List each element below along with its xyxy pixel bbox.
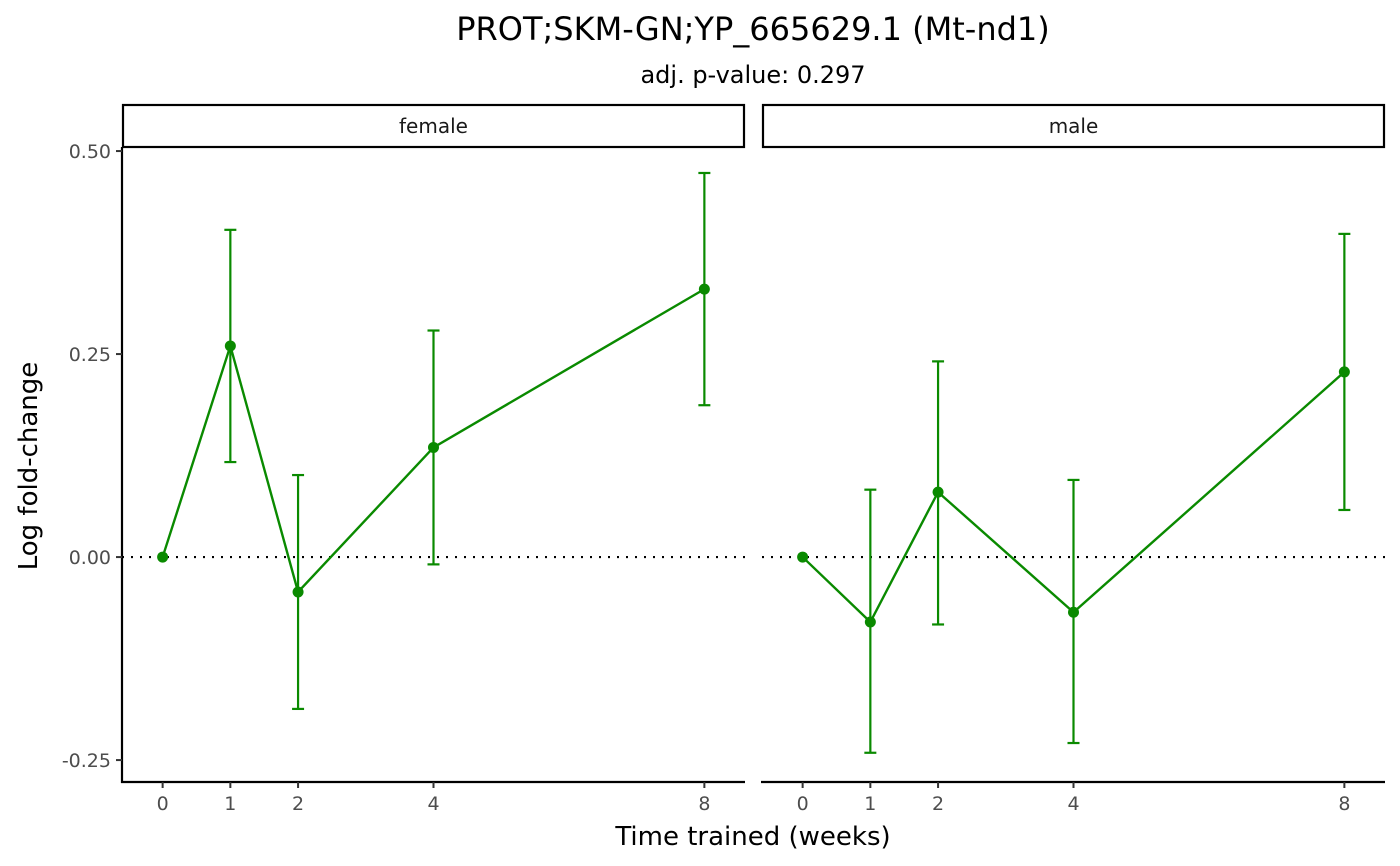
data-point [428,441,439,453]
data-point [698,283,710,295]
x-tick-label: 8 [698,793,710,815]
x-tick-label: 1 [864,793,876,815]
facet-strip [121,103,746,149]
chart-subtitle: adj. p-value: 0.297 [640,61,865,89]
facet-strip [761,103,1386,149]
y-tick-label: 0.25 [69,344,111,366]
y-axis-title: Log fold-change [14,362,44,571]
facet-strip-label: female [399,114,468,138]
x-tick-label: 1 [224,793,236,815]
facet-panel-male: male 0 1 2 4 8 [761,103,1386,815]
x-tick-label: 8 [1338,793,1350,815]
data-point [157,551,169,563]
x-tick-label: 0 [797,793,809,815]
x-tick-label: 4 [427,793,439,815]
data-point [224,340,236,352]
data-point [797,551,809,563]
x-tick-label: 2 [292,793,304,815]
chart-title: PROT;SKM-GN;YP_665629.1 (Mt-nd1) [456,10,1050,48]
data-point [1338,366,1350,378]
data-point [1068,606,1079,618]
facet-strip-label: male [1049,114,1099,138]
y-tick-label: -0.25 [62,750,111,772]
data-point [932,486,944,498]
data-point [864,616,876,628]
x-tick-label: 0 [157,793,169,815]
x-tick-label: 2 [932,793,944,815]
x-tick-label: 4 [1067,793,1079,815]
data-point [292,586,304,598]
y-tick-label: 0.00 [69,547,111,569]
facet-panels: female 0.50 0.25 0.00 -0.25 0 1 2 4 8 male 0 1 2 4 8 [62,103,1386,815]
y-tick-label: 0.50 [69,141,111,163]
x-axis-title: Time trained (weeks) [614,822,890,852]
facet-panel-female: female 0.50 0.25 0.00 -0.25 0 1 2 4 8 [62,103,746,815]
